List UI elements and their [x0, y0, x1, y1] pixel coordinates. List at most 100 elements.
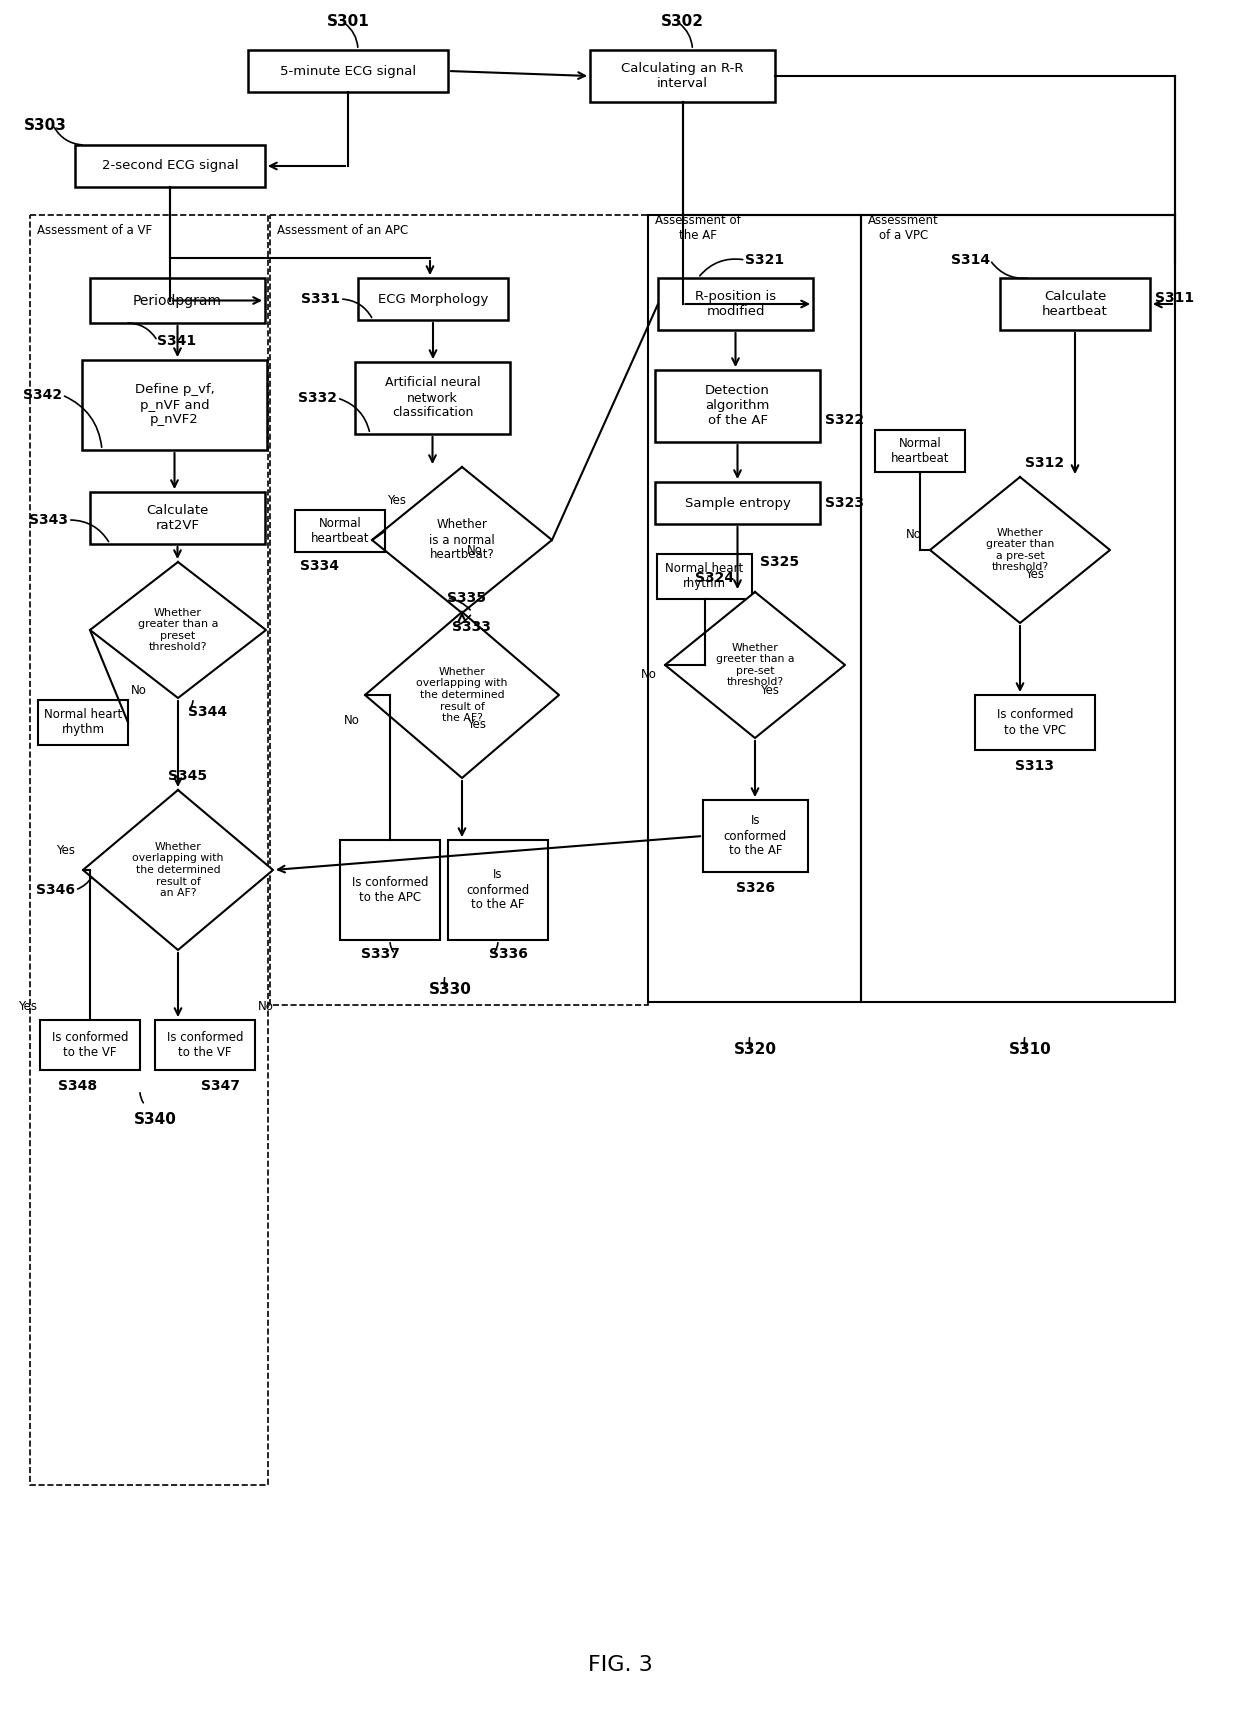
Text: S325: S325	[760, 554, 799, 570]
Text: Artificial neural
network
classification: Artificial neural network classification	[384, 376, 480, 419]
Text: S337: S337	[361, 947, 399, 961]
Text: No: No	[467, 544, 482, 556]
Text: Assessment of a VF: Assessment of a VF	[37, 223, 153, 237]
Polygon shape	[365, 613, 559, 777]
Text: Whether
overlapping with
the determined
result of
the AF?: Whether overlapping with the determined …	[417, 668, 507, 722]
Text: No: No	[258, 999, 274, 1012]
Text: S314: S314	[951, 252, 990, 268]
Text: S324: S324	[694, 571, 734, 585]
Text: Define p_vf,
p_nVF and
p_nVF2: Define p_vf, p_nVF and p_nVF2	[135, 383, 215, 427]
Text: S348: S348	[58, 1079, 98, 1093]
Text: Yes: Yes	[1025, 568, 1044, 582]
Text: No: No	[345, 714, 360, 726]
Text: S334: S334	[300, 559, 339, 573]
Text: S320: S320	[734, 1043, 776, 1057]
Bar	[270, 214, 649, 1006]
Text: S333: S333	[453, 619, 491, 633]
Bar	[91, 278, 265, 323]
Bar	[655, 482, 820, 523]
Polygon shape	[372, 467, 552, 613]
Text: S303: S303	[24, 117, 67, 132]
Text: S321: S321	[745, 252, 785, 268]
Bar	[358, 278, 508, 319]
Text: 5-minute ECG signal: 5-minute ECG signal	[280, 65, 417, 77]
Text: Is conformed
to the VF: Is conformed to the VF	[52, 1031, 128, 1059]
Text: Yes: Yes	[387, 494, 405, 506]
Bar	[975, 695, 1095, 750]
Text: No: No	[641, 669, 657, 681]
Bar	[295, 510, 384, 553]
Text: S322: S322	[825, 414, 864, 427]
Text: S344: S344	[188, 705, 227, 719]
Text: Yes: Yes	[56, 844, 74, 856]
Text: Assessment of
the AF: Assessment of the AF	[655, 214, 740, 242]
Text: S301: S301	[326, 14, 370, 29]
Text: S313: S313	[1016, 758, 1054, 772]
Bar	[657, 554, 751, 599]
Text: Calculate
rat2VF: Calculate rat2VF	[146, 505, 208, 532]
Text: S341: S341	[157, 335, 197, 348]
Text: No: No	[131, 683, 146, 697]
Text: S326: S326	[737, 880, 775, 896]
Text: S336: S336	[489, 947, 527, 961]
Bar	[155, 1019, 255, 1071]
Polygon shape	[665, 592, 844, 738]
Text: R-position is
modified: R-position is modified	[694, 290, 776, 317]
Text: Is
conformed
to the AF: Is conformed to the AF	[466, 868, 529, 911]
Text: S342: S342	[22, 388, 62, 402]
Text: Normal heart
rhythm: Normal heart rhythm	[43, 709, 122, 736]
Bar	[649, 214, 861, 1002]
Text: Is conformed
to the VF: Is conformed to the VF	[166, 1031, 243, 1059]
Polygon shape	[930, 477, 1110, 623]
Bar	[861, 214, 1176, 1002]
Text: Is conformed
to the APC: Is conformed to the APC	[352, 875, 428, 904]
Bar	[40, 1019, 140, 1071]
Text: Assessment of an APC: Assessment of an APC	[277, 223, 408, 237]
Text: Is
conformed
to the AF: Is conformed to the AF	[724, 815, 787, 858]
Text: Whether
overlapping with
the determined
result of
an AF?: Whether overlapping with the determined …	[133, 843, 223, 897]
Bar	[248, 50, 448, 93]
Text: ECG Morphology: ECG Morphology	[378, 292, 489, 305]
Polygon shape	[91, 563, 267, 698]
Bar	[658, 278, 813, 329]
Text: Is conformed
to the VPC: Is conformed to the VPC	[997, 709, 1074, 736]
Text: Calculating an R-R
interval: Calculating an R-R interval	[621, 62, 744, 89]
Text: Detection
algorithm
of the AF: Detection algorithm of the AF	[706, 384, 770, 427]
Text: S335: S335	[446, 590, 486, 606]
Text: Sample entropy: Sample entropy	[684, 496, 790, 510]
Bar	[655, 371, 820, 443]
Text: S347: S347	[201, 1079, 239, 1093]
Text: S331: S331	[301, 292, 340, 305]
Text: Periodpgram: Periodpgram	[133, 293, 222, 307]
Text: Normal
heartbeat: Normal heartbeat	[311, 517, 370, 546]
Text: S346: S346	[36, 884, 74, 897]
Text: S332: S332	[298, 391, 337, 405]
Text: Yes: Yes	[760, 683, 779, 697]
Bar	[91, 492, 265, 544]
Text: 2-second ECG signal: 2-second ECG signal	[102, 160, 238, 173]
Text: S312: S312	[1025, 456, 1064, 470]
Text: Yes: Yes	[467, 719, 486, 731]
Text: S345: S345	[167, 769, 207, 782]
Text: Calculate
heartbeat: Calculate heartbeat	[1042, 290, 1107, 317]
Text: No: No	[906, 529, 923, 542]
Text: Whether
greater than
a pre-set
threshold?: Whether greater than a pre-set threshold…	[986, 527, 1054, 573]
Text: Whether
greater than a
preset
threshold?: Whether greater than a preset threshold?	[138, 607, 218, 652]
Bar	[999, 278, 1149, 329]
Text: S302: S302	[661, 14, 704, 29]
Text: S323: S323	[825, 496, 864, 510]
Text: S330: S330	[429, 983, 471, 997]
Bar	[590, 50, 775, 101]
Text: S311: S311	[1154, 292, 1194, 305]
Text: Normal heart
rhythm: Normal heart rhythm	[666, 563, 744, 590]
Text: Normal
heartbeat: Normal heartbeat	[890, 438, 950, 465]
Text: S310: S310	[1008, 1043, 1052, 1057]
Bar	[38, 700, 128, 745]
Text: S343: S343	[29, 513, 68, 527]
Polygon shape	[83, 789, 273, 951]
Text: Whether
greeter than a
pre-set
threshold?: Whether greeter than a pre-set threshold…	[715, 642, 795, 688]
Text: Yes: Yes	[19, 999, 37, 1012]
Text: FIG. 3: FIG. 3	[588, 1654, 652, 1675]
Text: Assessment
of a VPC: Assessment of a VPC	[868, 214, 939, 242]
Bar	[82, 360, 267, 450]
